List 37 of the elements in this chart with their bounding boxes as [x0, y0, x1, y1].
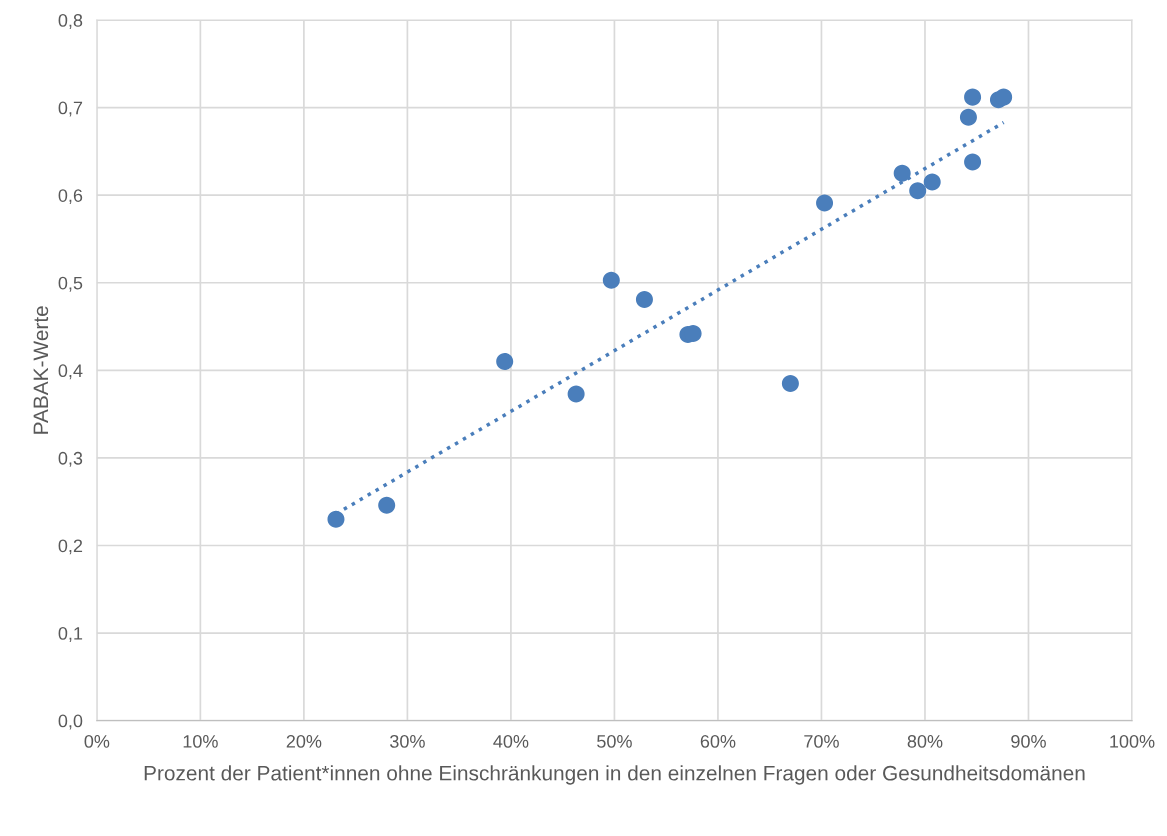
x-tick-label: 80% — [907, 735, 943, 748]
y-tick-label: 0,1 — [58, 627, 83, 642]
x-tick-label: 20% — [286, 735, 322, 748]
point — [923, 173, 941, 191]
point — [496, 353, 514, 371]
point — [964, 153, 982, 171]
x-tick-label: 0% — [84, 735, 110, 748]
point — [816, 194, 834, 212]
point — [602, 271, 620, 289]
x-tick-label: 100% — [1110, 735, 1155, 748]
point — [959, 108, 977, 126]
point — [635, 290, 653, 308]
x-tick-label: 50% — [597, 735, 632, 748]
y-tick-label: 0,3 — [58, 451, 83, 467]
x-tick-label: 60% — [700, 735, 736, 748]
point — [893, 164, 911, 182]
point — [909, 182, 927, 200]
y-axis-title: PABAK-Werte — [33, 306, 49, 434]
y-tick-label: 0,6 — [58, 189, 83, 205]
point — [567, 385, 585, 403]
point — [781, 374, 799, 392]
y-tick-label: 0,4 — [58, 364, 83, 380]
x-tick-label: 70% — [804, 735, 839, 748]
x-tick-label: 40% — [493, 735, 529, 748]
y-tick-label: 0,7 — [58, 101, 83, 117]
y-tick-label: 0,5 — [58, 276, 83, 292]
x-axis-title: Prozent der Patient*innen ohne Einschränkungen in den einzelnen Fragen oder Gesundheitsdomänen — [144, 765, 1085, 785]
x-tick-label: 10% — [183, 735, 218, 748]
y-tick-label: 0,0 — [58, 714, 83, 730]
x-tick-label: 30% — [390, 735, 425, 748]
x-tick-label: 90% — [1011, 735, 1046, 748]
y-tick-label: 0,2 — [58, 539, 83, 555]
point — [995, 88, 1013, 106]
y-tick-label: 0,8 — [58, 14, 83, 29]
point — [378, 496, 396, 514]
point — [964, 88, 982, 106]
point — [327, 510, 345, 528]
